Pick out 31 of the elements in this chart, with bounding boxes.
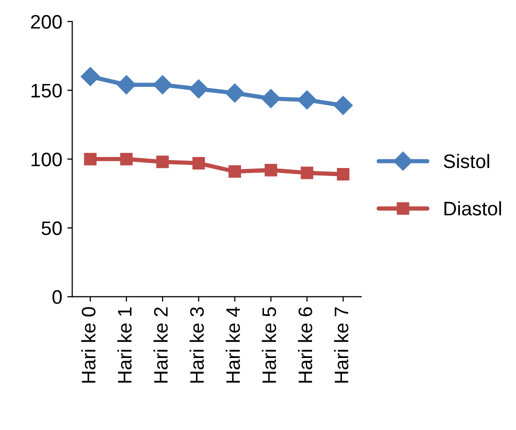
point xyxy=(156,156,169,168)
point xyxy=(120,152,133,166)
y-tick-label: 50 xyxy=(42,221,62,236)
point xyxy=(116,75,136,94)
point xyxy=(228,165,242,178)
x-tick-label: Hari ke 1 xyxy=(117,307,132,383)
y-tick-label: 0 xyxy=(52,290,62,304)
point xyxy=(189,79,208,98)
point xyxy=(336,168,350,180)
x-tick-label: Hari ke 0 xyxy=(81,307,96,383)
x-tick-label: Hari ke 4 xyxy=(226,306,240,383)
point xyxy=(300,166,314,180)
point xyxy=(261,89,280,108)
point xyxy=(225,84,244,103)
point xyxy=(84,152,97,166)
point xyxy=(153,75,172,94)
x-tick-label: Hari ke 3 xyxy=(190,307,204,383)
y-tick-label: 100 xyxy=(32,152,62,166)
y-tick-label: 200 xyxy=(31,14,62,29)
legend-label: Diastol xyxy=(444,201,501,216)
point xyxy=(264,164,278,176)
legend-label: Sistol xyxy=(444,154,490,168)
y-tick-label: 150 xyxy=(32,84,62,98)
x-tick-label: Hari ke 7 xyxy=(334,307,348,383)
point xyxy=(334,96,353,115)
point xyxy=(80,67,100,86)
x-tick-label: Hari ke 6 xyxy=(298,307,312,383)
x-tick-label: Hari ke 2 xyxy=(153,307,168,383)
point xyxy=(192,156,205,170)
x-tick-label: Hari ke 5 xyxy=(262,307,276,383)
point xyxy=(297,90,317,110)
